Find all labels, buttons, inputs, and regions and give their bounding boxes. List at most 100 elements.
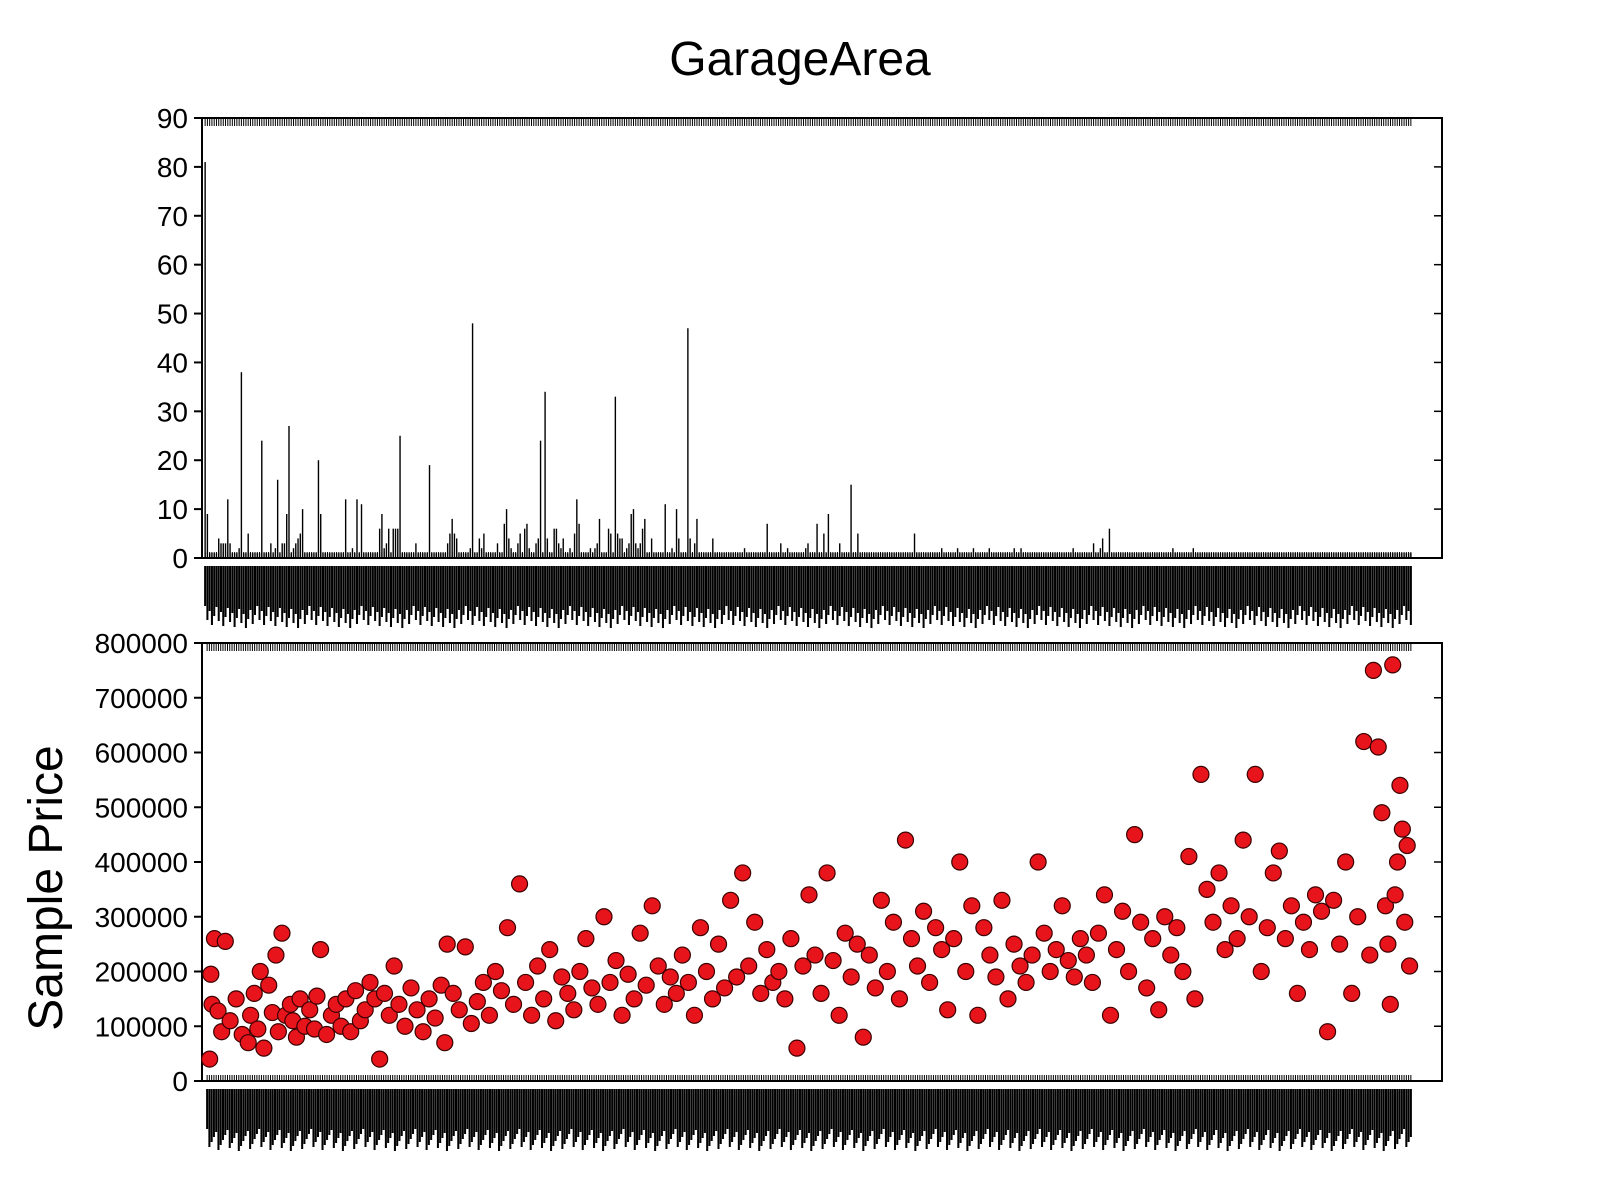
bar [1269,553,1272,558]
bar [798,553,800,558]
scatter-point [770,962,788,981]
bar [523,528,526,558]
bar [1203,553,1206,558]
bar [834,553,836,558]
scatter-point [535,990,553,1008]
bar [218,538,220,558]
bar [1237,553,1240,558]
bar [1292,553,1294,558]
bar [1224,553,1226,558]
bar [1147,553,1149,558]
bar [233,553,236,558]
bar [204,162,206,558]
bar [918,553,920,558]
bar [313,553,315,558]
scatter-point [908,957,927,975]
bar [795,553,798,558]
bar-y-tick-label: 20 [157,445,188,476]
bar [916,553,918,558]
bar [329,553,331,558]
scatter-point [945,930,963,948]
bar [1140,553,1142,558]
bar [648,553,651,558]
scatter-point [595,908,613,926]
bar [535,543,537,558]
bar [1036,553,1038,558]
bar [931,553,934,558]
bar [759,553,762,558]
bar [1063,553,1065,558]
scatter-point [1041,962,1059,981]
scatter-point [1312,902,1331,920]
bar [508,538,510,558]
scatter-point [939,1001,957,1019]
scatter-point [902,930,921,948]
scatter-point [361,973,379,992]
bar [1185,553,1188,558]
bar [895,553,898,558]
bar [469,548,472,558]
bar [485,553,487,558]
scatter-point [486,962,505,981]
scatter-point [1222,897,1240,915]
scatter-point [1005,935,1023,953]
bar [1280,553,1283,558]
bar [426,553,428,558]
bar [385,543,388,558]
bar [700,553,703,558]
bar [938,553,941,558]
bar [224,543,227,558]
bar [1158,553,1160,558]
scatter-point [1023,946,1041,964]
bar [723,553,725,558]
bar [322,553,324,558]
bar [227,499,229,558]
bar [286,514,288,558]
bar [501,553,503,558]
bar [1113,553,1115,558]
bar [428,465,431,558]
bar [478,538,481,558]
scatter-point [854,1028,872,1046]
scatter-point [691,919,710,937]
bar [1133,553,1136,558]
bar [929,553,932,558]
bar [335,553,338,558]
scatter-point [920,973,939,992]
scatter-point [987,968,1005,986]
bar [1172,548,1174,558]
bar [777,553,780,558]
bar [1154,553,1156,558]
bar [374,553,376,558]
bar [1353,553,1355,558]
scatter-point [510,875,529,893]
scatter-point [1396,913,1414,931]
bar [621,538,623,558]
bar [675,509,678,558]
scatter-point [957,962,975,981]
bar [972,548,975,558]
bar [315,553,317,558]
scatter-point [860,946,878,964]
bar [555,528,558,558]
bar [1070,553,1072,558]
bar [222,543,224,558]
bar [1004,553,1006,558]
bar [981,553,984,558]
bar [743,548,746,558]
bar [587,553,589,558]
bar [680,553,682,558]
bar [444,553,447,558]
bar [718,553,721,558]
bar [630,514,632,558]
bar [993,553,995,558]
bar [1124,553,1126,558]
bar [730,553,732,558]
bar [324,553,326,558]
bar [440,553,442,558]
bar [467,553,469,558]
bar [1267,553,1269,558]
bar [317,460,320,558]
bar [211,553,213,558]
